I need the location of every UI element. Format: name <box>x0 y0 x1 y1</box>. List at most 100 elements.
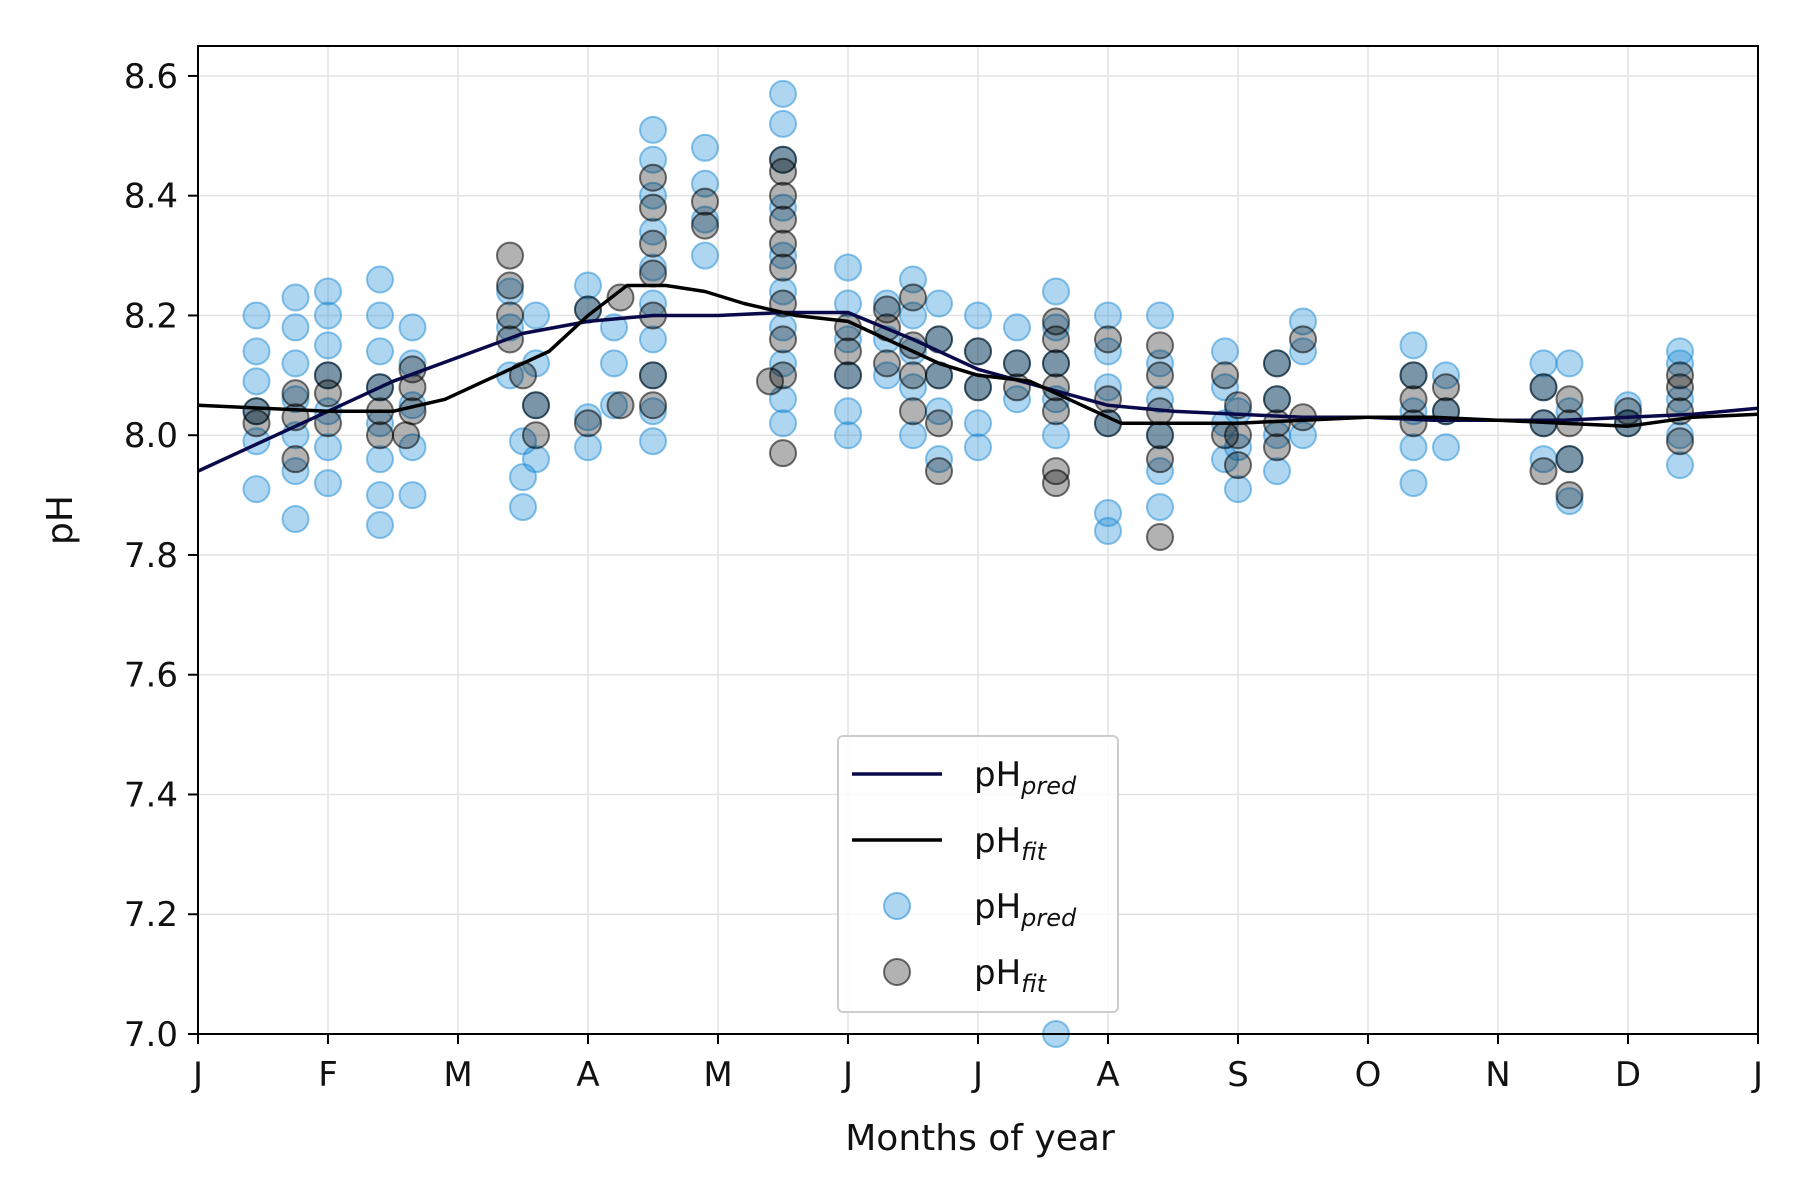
data-point-fit <box>899 361 927 390</box>
x-tick-label: F <box>318 1055 338 1095</box>
series-line-fit <box>197 283 1759 428</box>
data-point-fit <box>964 373 992 402</box>
data-point-pred <box>600 349 628 378</box>
data-point-fit <box>242 397 271 426</box>
y-tick-label: 7.0 <box>124 1015 178 1055</box>
legend-label-subscript: pred <box>1020 772 1077 800</box>
data-point-pred <box>496 277 524 306</box>
data-point-pred <box>964 433 992 462</box>
data-point-pred <box>834 397 862 426</box>
legend-label: pHpred <box>974 887 1077 932</box>
data-point-fit <box>1263 349 1291 378</box>
legend-label-base: pH <box>974 953 1021 993</box>
data-point-fit <box>1094 385 1122 414</box>
data-point-fit <box>1042 397 1070 426</box>
data-point-fit <box>1211 361 1239 390</box>
x-tick-label: J <box>1751 1055 1763 1095</box>
data-point-pred <box>398 313 427 342</box>
y-tick-label: 7.2 <box>124 895 178 935</box>
data-point-pred <box>1666 421 1694 450</box>
data-point-pred <box>1146 457 1174 486</box>
data-point-fit <box>691 211 719 240</box>
data-point-fit <box>522 391 550 420</box>
data-point-pred <box>522 301 550 330</box>
legend-label-subscript: pred <box>1020 904 1077 932</box>
data-point-fit <box>496 271 524 300</box>
data-point-pred <box>1529 349 1558 378</box>
data-point-pred <box>398 349 427 378</box>
x-tick-label: S <box>1227 1055 1249 1095</box>
x-axis-label: Months of year <box>845 1118 1115 1159</box>
data-point-fit <box>769 145 797 174</box>
data-point-fit <box>366 421 394 450</box>
data-point-pred <box>899 373 927 402</box>
data-point-fit <box>769 361 797 390</box>
data-point-pred <box>769 241 797 270</box>
data-point-pred <box>964 409 992 438</box>
data-point-pred <box>1555 487 1584 516</box>
data-point-pred <box>691 133 719 162</box>
data-point-pred <box>281 505 310 534</box>
data-point-pred <box>366 481 394 510</box>
y-tick-label: 8.6 <box>124 57 178 97</box>
data-point-fit <box>1432 373 1460 402</box>
data-point-fit <box>1289 325 1317 354</box>
data-point-fit <box>1555 385 1584 414</box>
data-point-fit <box>639 361 667 390</box>
data-point-pred <box>925 445 953 474</box>
data-point-fit <box>899 397 927 426</box>
data-point-fit <box>639 229 667 258</box>
data-point-pred <box>600 391 628 420</box>
tick-layer: J F M A M J J A S O N D J 7.0 7.2 7.4 7.6 7.8 8.0 8.2 8.4 8.6 <box>124 57 1763 1095</box>
data-point-pred <box>496 313 524 342</box>
legend-label-base: pH <box>974 887 1021 927</box>
data-point-fit <box>639 259 667 288</box>
y-tick-label: 8.2 <box>124 296 178 336</box>
data-point-fit <box>834 361 862 390</box>
data-point-pred <box>1666 385 1694 414</box>
data-point-fit <box>314 361 342 390</box>
legend-label: pHfit <box>974 821 1048 866</box>
data-point-pred <box>1146 493 1174 522</box>
x-tick-label: D <box>1615 1055 1641 1095</box>
data-point-pred <box>242 301 271 330</box>
data-point-pred <box>1042 421 1070 450</box>
y-tick-label: 7.8 <box>124 536 178 576</box>
data-point-pred <box>314 331 342 360</box>
data-point-pred <box>1003 313 1031 342</box>
data-point-fit <box>496 301 524 330</box>
data-point-fit <box>1399 385 1428 414</box>
data-point-fit <box>1399 361 1428 390</box>
legend-box <box>837 735 1119 1013</box>
x-tick-label: J <box>841 1055 853 1095</box>
data-point-fit <box>769 157 797 186</box>
data-point-fit <box>281 379 310 408</box>
data-point-pred <box>964 301 992 330</box>
data-point-pred <box>1042 277 1070 306</box>
data-point-pred <box>691 241 719 270</box>
data-point-fit <box>1146 331 1174 360</box>
data-point-pred <box>242 367 271 396</box>
data-point-fit <box>691 187 719 216</box>
data-point-pred <box>242 337 271 366</box>
y-tick-label: 8.4 <box>124 177 178 217</box>
data-point-pred <box>639 115 667 144</box>
y-axis-label: pH <box>40 495 81 545</box>
data-point-fit <box>281 445 310 474</box>
data-point-pred <box>1042 313 1070 342</box>
data-point-pred <box>1094 337 1122 366</box>
data-point-fit <box>1146 421 1174 450</box>
data-point-pred <box>1399 331 1428 360</box>
data-point-pred <box>1003 385 1031 414</box>
legend-marker-swatch <box>883 958 911 986</box>
data-point-pred <box>314 469 342 498</box>
data-point-fit <box>1614 397 1642 426</box>
data-point-pred <box>574 271 602 300</box>
data-point-pred <box>769 79 797 108</box>
data-point-fit <box>899 283 927 312</box>
data-point-pred <box>1146 385 1174 414</box>
x-tick-label: O <box>1355 1055 1382 1095</box>
data-point-pred <box>1094 373 1122 402</box>
data-point-pred <box>314 433 342 462</box>
